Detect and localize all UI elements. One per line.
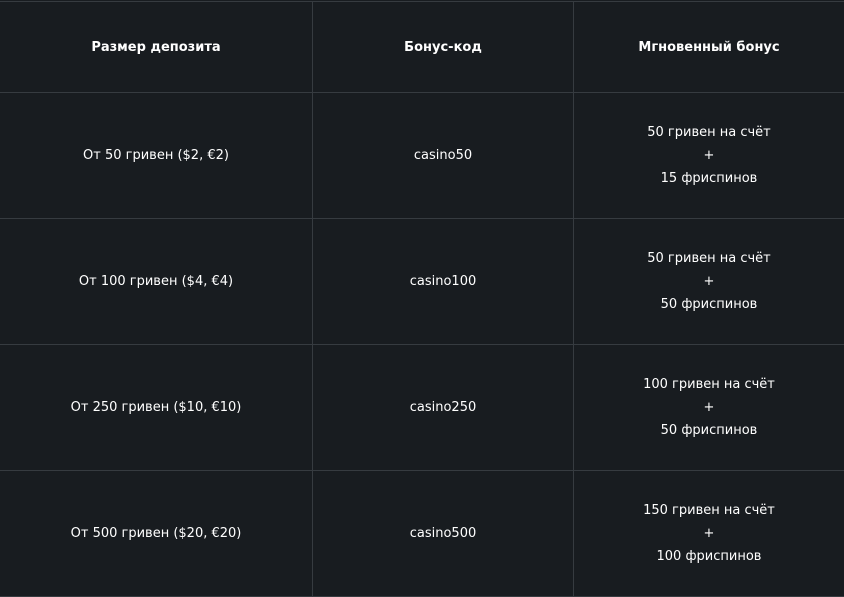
bonus-line: 15 фриспинов [574, 167, 844, 190]
bonus-line: 50 гривен на счёт [574, 121, 844, 144]
bonus-line: + [574, 144, 844, 167]
bonus-code-cell: casino100 [313, 219, 574, 345]
table-row: От 250 гривен ($10, €10) casino250 100 г… [0, 345, 844, 471]
instant-bonus-cell: 50 гривен на счёт+15 фриспинов [574, 93, 844, 219]
table-row: От 500 гривен ($20, €20) casino500 150 г… [0, 471, 844, 597]
instant-bonus-cell: 150 гривен на счёт+100 фриспинов [574, 471, 844, 597]
table-row: От 100 гривен ($4, €4) casino100 50 грив… [0, 219, 844, 345]
instant-bonus-cell: 50 гривен на счёт+50 фриспинов [574, 219, 844, 345]
bonus-line: 50 фриспинов [574, 293, 844, 316]
bonus-line: 150 гривен на счёт [574, 499, 844, 522]
deposit-cell: От 100 гривен ($4, €4) [0, 219, 313, 345]
table-row: От 50 гривен ($2, €2) casino50 50 гривен… [0, 93, 844, 219]
instant-bonus-cell: 100 гривен на счёт+50 фриспинов [574, 345, 844, 471]
header-deposit: Размер депозита [0, 2, 313, 93]
header-bonus: Мгновенный бонус [574, 2, 844, 93]
bonus-line: 50 гривен на счёт [574, 247, 844, 270]
bonus-line: 100 фриспинов [574, 545, 844, 568]
bonus-code-cell: casino250 [313, 345, 574, 471]
bonus-line: + [574, 522, 844, 545]
bonus-line: + [574, 396, 844, 419]
deposit-cell: От 50 гривен ($2, €2) [0, 93, 313, 219]
bonus-line: 100 гривен на счёт [574, 373, 844, 396]
deposit-cell: От 500 гривен ($20, €20) [0, 471, 313, 597]
bonus-code-cell: casino50 [313, 93, 574, 219]
bonus-code-cell: casino500 [313, 471, 574, 597]
bonus-line: 50 фриспинов [574, 419, 844, 442]
deposit-cell: От 250 гривен ($10, €10) [0, 345, 313, 471]
header-code: Бонус-код [313, 2, 574, 93]
bonus-line: + [574, 270, 844, 293]
table-header: Размер депозита Бонус-код Мгновенный бон… [0, 2, 844, 93]
